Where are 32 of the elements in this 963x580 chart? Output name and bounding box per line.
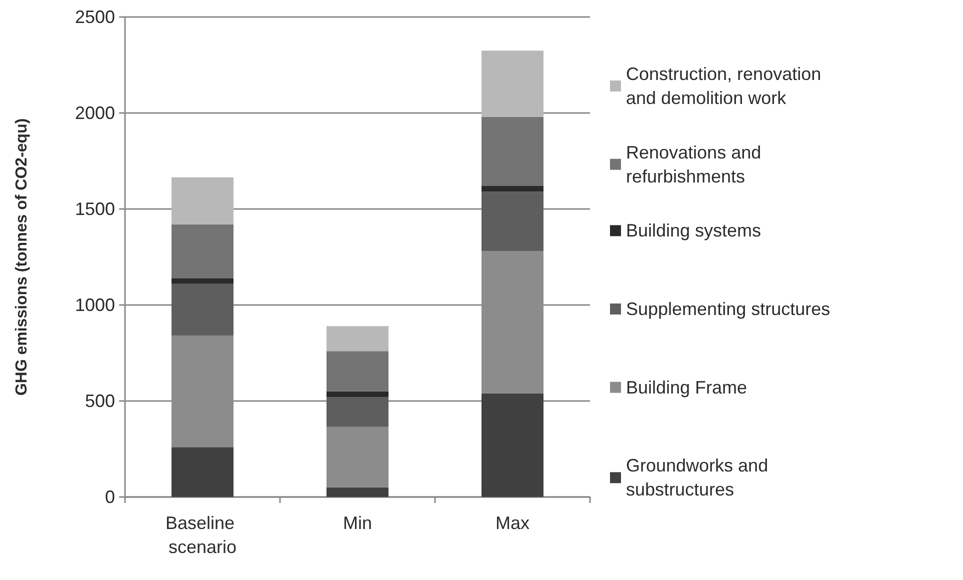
x-tick-label: Baseline scenario — [165, 513, 240, 557]
x-tick-label: Max — [495, 513, 530, 533]
bar — [326, 326, 388, 352]
bar — [326, 397, 388, 427]
bar — [482, 393, 544, 497]
legend-label: Construction, renovation and demolition work — [626, 64, 826, 108]
bar — [326, 487, 388, 497]
y-tick-label: 1000 — [74, 295, 115, 315]
bar — [482, 186, 544, 192]
bar — [172, 447, 234, 497]
bar — [326, 351, 388, 392]
bar — [482, 192, 544, 252]
bar — [172, 224, 234, 278]
bar — [482, 116, 544, 186]
y-tick-label: 2500 — [74, 7, 115, 27]
legend-label: Building Frame — [626, 377, 748, 398]
bar — [172, 278, 234, 284]
y-tick-label: 0 — [104, 487, 115, 507]
bar — [172, 177, 234, 224]
y-tick-label: 2000 — [74, 103, 115, 123]
y-axis-title: GHG emissions (tonnes of CO2-equ) — [14, 118, 30, 396]
legend-label: Renovations and refurbishments — [626, 142, 766, 186]
bar — [482, 50, 544, 117]
legend-label: Supplementing structures — [626, 299, 830, 319]
legend-label: Building systems — [626, 220, 762, 241]
y-tick-label: 1500 — [74, 199, 115, 219]
x-tick-label: Min — [342, 513, 372, 533]
bar — [172, 284, 234, 336]
y-tick-label: 500 — [84, 391, 115, 411]
legend-label: Groundworks and substructures — [626, 456, 774, 500]
bar — [326, 426, 388, 488]
bar — [326, 391, 388, 398]
